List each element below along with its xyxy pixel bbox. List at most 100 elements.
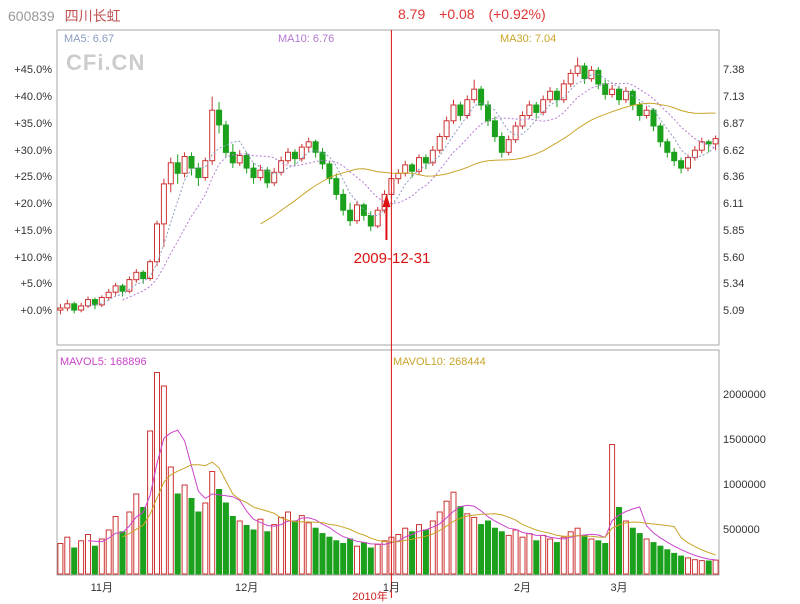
ma5-line	[87, 74, 716, 306]
candle-body	[395, 172, 402, 180]
volume-bar	[457, 506, 464, 575]
volume-bar	[278, 516, 285, 575]
volume-bar	[291, 520, 298, 575]
volume-bar	[616, 507, 622, 575]
volume-bar	[553, 542, 560, 575]
candle-body	[305, 141, 312, 148]
volume-bar	[567, 531, 574, 575]
price-axis-label: 5.60	[723, 251, 745, 264]
candle-body	[533, 104, 540, 113]
volume-bar	[333, 540, 340, 575]
candle-body	[678, 160, 685, 169]
volume-bar	[209, 471, 216, 575]
volume-bar	[340, 543, 347, 575]
volume-bar	[133, 493, 140, 575]
candle-body	[671, 151, 678, 162]
volume-bar	[595, 540, 602, 575]
volume-bar	[174, 493, 181, 575]
volume-bar	[471, 516, 478, 575]
volume-bar	[547, 538, 554, 575]
candle-body	[347, 209, 354, 222]
stock-code: 600839	[8, 8, 55, 24]
candle-body	[188, 156, 195, 169]
candle-body	[250, 167, 257, 179]
volume-bar	[395, 534, 402, 575]
price-axis-label: 7.38	[723, 64, 745, 77]
candle-body	[560, 83, 567, 101]
volume-bar	[64, 536, 71, 575]
volume-bar	[560, 536, 567, 575]
stock-name: 四川长虹	[64, 8, 121, 24]
candle-body	[650, 109, 657, 127]
volume-bar	[91, 545, 98, 575]
pct-axis-label: +15.0%	[14, 224, 52, 237]
candle-body	[602, 83, 609, 95]
volume-bar	[443, 500, 450, 575]
candle-body	[333, 178, 340, 195]
volume-bar	[402, 527, 409, 575]
volume-bar	[533, 540, 540, 575]
volume-bar	[485, 520, 491, 575]
price-axis-label: 5.09	[723, 305, 745, 318]
volume-axis-label: 1500000	[723, 434, 766, 446]
volume-bar	[698, 560, 705, 575]
candle-body	[119, 285, 126, 292]
candle-body	[209, 109, 216, 162]
volume-bar	[588, 538, 595, 575]
candle-body	[340, 193, 347, 211]
candle-body	[478, 88, 485, 106]
candle-body	[402, 164, 409, 174]
volume-bar	[491, 527, 498, 575]
volume-bar	[657, 545, 664, 575]
volume-bar	[367, 547, 374, 575]
candle-body	[195, 167, 202, 179]
candle-body	[367, 215, 374, 227]
candle-body	[278, 160, 285, 173]
volume-bar	[181, 484, 188, 575]
candle-body	[154, 223, 160, 263]
candle-body	[229, 151, 236, 164]
volume-bar	[574, 527, 581, 575]
volume-bar	[540, 534, 547, 575]
month-label: 2月	[513, 582, 532, 594]
volume-bar	[705, 560, 712, 575]
price-axis-label: 6.62	[723, 144, 745, 157]
volume-bar	[319, 533, 326, 575]
volume-bar	[478, 524, 485, 575]
volume-bar	[257, 518, 264, 575]
stock-quote: 8.79 +0.08 (+0.92%)	[398, 6, 556, 22]
volume-bar	[298, 515, 305, 575]
volume-bar	[188, 498, 195, 575]
volume-bar	[312, 527, 319, 575]
candle-body	[126, 279, 133, 292]
volume-bar	[112, 516, 119, 575]
candle-body	[85, 299, 91, 307]
month-label: 1月	[382, 582, 400, 594]
volume-bar	[450, 491, 457, 575]
watermark: CFi.CN	[66, 50, 146, 75]
volume-bar	[512, 529, 519, 575]
candle-body	[540, 99, 547, 113]
volume-bar	[195, 511, 202, 575]
mavol5-line	[87, 429, 716, 561]
candle-body	[374, 209, 381, 227]
volume-panel-border	[56, 349, 720, 576]
volume-bar	[326, 536, 333, 575]
volume-axis-label: 500000	[723, 524, 760, 536]
candle-body	[243, 155, 250, 169]
candle-body	[216, 109, 223, 126]
candle-body	[429, 149, 436, 164]
volume-bar	[222, 502, 229, 575]
volume-bar	[105, 529, 112, 575]
candle-body	[409, 164, 416, 172]
candle-body	[471, 88, 478, 101]
volume-bar	[140, 507, 147, 575]
volume-bar	[360, 542, 367, 575]
pct-axis-label: +25.0%	[14, 171, 52, 184]
candle-body	[588, 69, 595, 80]
last-price: 8.79	[398, 6, 426, 22]
annotation-arrow-head	[382, 194, 391, 207]
candle-body	[291, 151, 298, 160]
volume-bar	[685, 557, 691, 575]
volume-bar	[643, 538, 650, 575]
